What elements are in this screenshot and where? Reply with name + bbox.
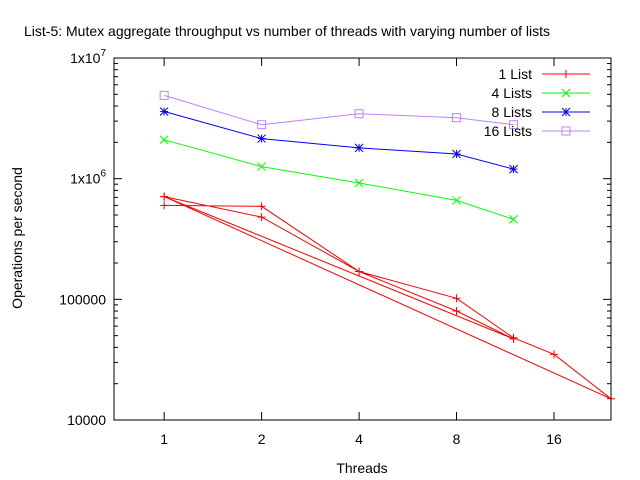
- data-point-8-lists-4: [509, 164, 518, 174]
- legend-marker-8-lists-stroke: [561, 107, 571, 117]
- x-axis-label: Threads: [336, 460, 387, 476]
- data-point-8-lists-0: [159, 107, 169, 116]
- chart-title: List-5: Mutex aggregate throughput vs nu…: [24, 23, 550, 39]
- y-tick-label: 1x106: [70, 169, 106, 187]
- data-point-16-lists-1-stroke: [257, 120, 267, 130]
- y-tick-label: 1x107: [70, 48, 106, 66]
- data-point-1-list-1: [257, 202, 266, 211]
- legend-marker-4-lists-stroke: [561, 88, 571, 98]
- legend: 1 List 4 Lists 8 Lists 16 Lists: [484, 66, 590, 139]
- y-tick-label-base: 1x10: [70, 171, 101, 187]
- series-16-lists: [159, 90, 519, 130]
- legend-entry-16-lists: 16 Lists: [484, 123, 590, 139]
- data-point-1-list-8: [452, 294, 461, 303]
- data-point-1-list-9: [509, 333, 518, 342]
- legend-label: 4 Lists: [492, 85, 532, 101]
- y-tick-label-base: 1x10: [70, 50, 101, 66]
- data-point-1-list-0: [160, 201, 169, 210]
- data-point-8-lists-0-stroke: [159, 107, 169, 116]
- legend-marker-8-lists: [561, 107, 571, 117]
- y-tick-label: 100000: [59, 291, 106, 307]
- series-line-16-lists: [164, 94, 514, 126]
- data-point-16-lists-3: [452, 113, 462, 123]
- data-point-1-list-3: [452, 307, 461, 316]
- data-point-1-list-6: [257, 213, 266, 222]
- data-point-8-lists-3: [452, 149, 461, 159]
- data-point-8-lists-2-stroke: [354, 143, 364, 153]
- data-point-4-lists-4-stroke: [509, 215, 518, 224]
- data-point-16-lists-0-stroke: [159, 90, 169, 100]
- data-point-4-lists-0: [159, 135, 169, 145]
- legend-entry-1-list: 1 List: [499, 66, 590, 82]
- data-point-16-lists-1: [257, 120, 267, 130]
- data-point-16-lists-4: [509, 120, 519, 130]
- data-point-8-lists-2: [354, 143, 364, 153]
- legend-label: 8 Lists: [492, 104, 532, 120]
- y-tick-label-base: 10000: [67, 412, 106, 428]
- data-point-4-lists-3-stroke: [452, 196, 461, 205]
- x-tick-label: 8: [453, 431, 461, 447]
- data-point-1-list-7: [355, 267, 364, 276]
- data-point-8-lists-1-stroke: [257, 134, 266, 143]
- legend-entry-4-lists: 4 Lists: [492, 85, 590, 101]
- data-point-1-list-10: [549, 350, 558, 359]
- x-tick-label: 1: [160, 431, 168, 447]
- data-point-4-lists-4: [509, 215, 518, 224]
- series-8-lists: [159, 107, 518, 174]
- data-point-8-lists-3-stroke: [452, 149, 461, 159]
- legend-marker-1-list: [562, 70, 570, 78]
- data-point-4-lists-0-stroke: [159, 135, 169, 145]
- x-tick-label: 2: [258, 431, 266, 447]
- legend-entry-8-lists: 8 Lists: [492, 104, 590, 120]
- legend-marker-16-lists: [561, 126, 571, 136]
- data-point-4-lists-1: [257, 162, 266, 171]
- plot-frame: [113, 57, 612, 421]
- legend-marker-4-lists: [561, 88, 571, 98]
- series-4-lists: [159, 135, 518, 224]
- legend-marker-16-lists-stroke: [561, 126, 571, 136]
- data-point-4-lists-2-stroke: [354, 178, 364, 188]
- x-tick-label: 16: [546, 431, 562, 447]
- data-point-16-lists-3-stroke: [452, 113, 462, 123]
- data-point-16-lists-2-stroke: [354, 109, 364, 119]
- y-tick-label-base: 100000: [59, 291, 106, 307]
- data-point-4-lists-1-stroke: [257, 162, 266, 171]
- data-point-8-lists-1: [257, 134, 266, 143]
- y-axis-label: Operations per second: [9, 167, 25, 309]
- x-tick-label: 4: [355, 431, 363, 447]
- data-point-4-lists-2: [354, 178, 364, 188]
- legend-label: 16 Lists: [484, 123, 532, 139]
- data-point-8-lists-4-stroke: [509, 164, 518, 174]
- y-tick-label-exponent: 6: [100, 169, 106, 180]
- y-tick-label-exponent: 7: [100, 48, 106, 59]
- y-tick-label: 10000: [67, 412, 106, 428]
- data-point-4-lists-3: [452, 196, 461, 205]
- data-point-16-lists-2: [354, 109, 364, 119]
- data-point-16-lists-4-stroke: [509, 120, 519, 130]
- data-point-1-list-12: [160, 192, 169, 201]
- data-point-16-lists-0: [159, 90, 169, 100]
- legend-label: 1 List: [499, 66, 533, 82]
- plot-area: [159, 90, 615, 403]
